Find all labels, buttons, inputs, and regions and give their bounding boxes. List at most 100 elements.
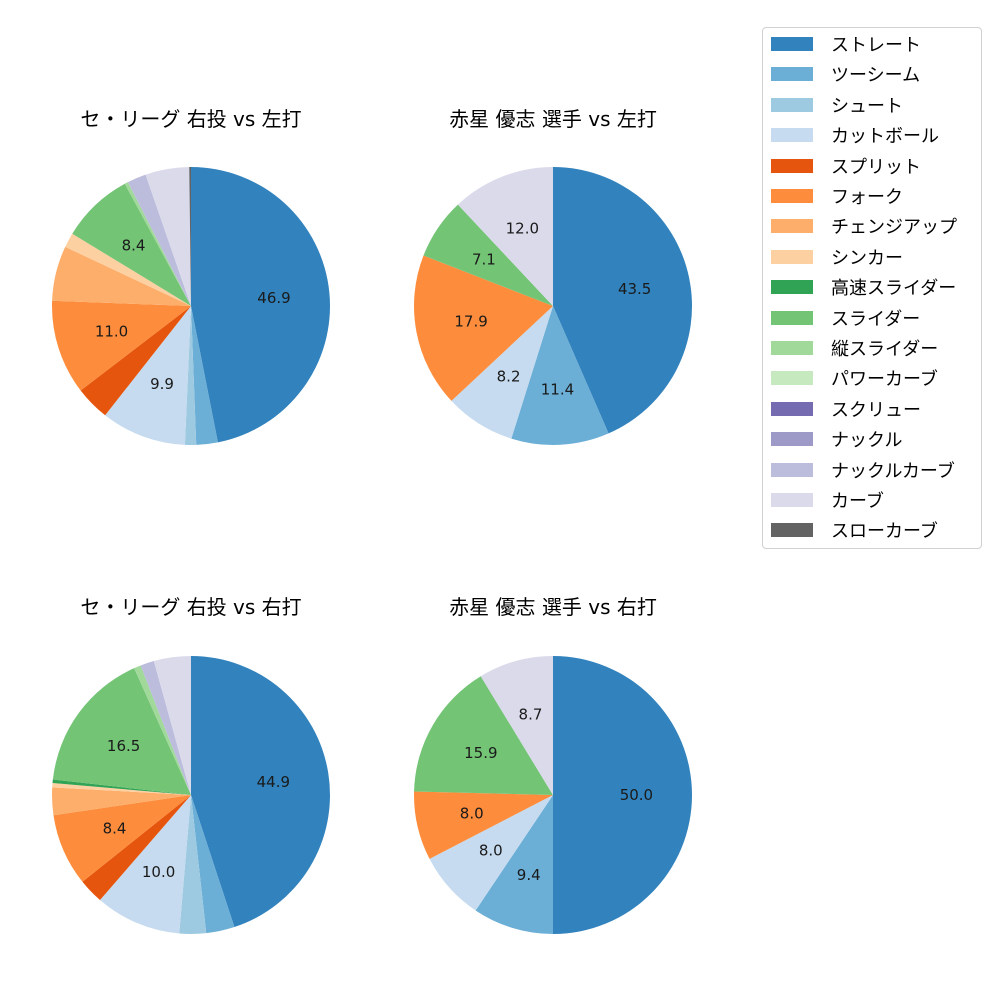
slice-label: 50.0 xyxy=(620,786,653,804)
pie-slice xyxy=(127,174,191,306)
pie-slice xyxy=(52,779,191,795)
legend-swatch-icon xyxy=(771,401,813,416)
pie-slice xyxy=(134,665,191,795)
pie-slice xyxy=(451,306,553,439)
pie-slice xyxy=(153,656,191,795)
pie-slice xyxy=(145,167,191,306)
pie-slice xyxy=(191,167,331,443)
pie-slice xyxy=(140,661,191,795)
pie-slice xyxy=(184,306,197,446)
legend-item: スクリュー xyxy=(771,399,921,421)
pie-slice xyxy=(82,795,191,901)
pie-slice xyxy=(51,300,191,391)
pie-slice xyxy=(191,795,235,934)
pie-slice xyxy=(52,246,192,306)
pie-slice xyxy=(511,306,609,445)
legend-item: シンカー xyxy=(771,247,903,269)
pie-slice xyxy=(65,233,191,306)
slice-label: 44.9 xyxy=(257,773,290,791)
pie-slice xyxy=(553,167,692,434)
legend-label: パワーカーブ xyxy=(831,369,938,391)
legend-swatch-icon xyxy=(771,280,813,295)
pie-slice xyxy=(99,795,191,934)
legend-label: チェンジアップ xyxy=(831,217,957,239)
legend-item: ナックル xyxy=(771,429,903,452)
legend-label: カーブ xyxy=(831,491,884,512)
legend-label: スプリット xyxy=(831,156,921,178)
slice-label: 16.5 xyxy=(107,737,140,755)
pie-slice xyxy=(52,782,192,795)
pie-slice xyxy=(191,656,330,928)
legend-swatch-icon xyxy=(771,371,813,386)
legend-item: ツーシーム xyxy=(771,64,920,86)
slice-label: 11.4 xyxy=(541,380,574,398)
pie-slice xyxy=(475,795,553,934)
pie-slice xyxy=(480,656,553,795)
slice-label: 43.5 xyxy=(618,280,651,298)
pie-slice xyxy=(414,255,553,401)
legend-item: パワーカーブ xyxy=(771,368,938,391)
legend-swatch-icon xyxy=(771,432,813,447)
chart-title: セ・リーグ 右投 vs 左打 xyxy=(80,107,302,131)
legend-label: フォーク xyxy=(831,187,903,208)
pie-slice xyxy=(124,182,191,306)
slice-label: 46.9 xyxy=(257,289,290,307)
slice-label: 7.1 xyxy=(472,250,496,268)
legend-item: 高速スライダー xyxy=(771,277,957,300)
legend-label: ナックル xyxy=(831,430,903,452)
legend-label: シンカー xyxy=(831,247,903,269)
slice-label: 8.4 xyxy=(122,237,146,255)
pie-slice xyxy=(189,167,191,306)
chart-title: セ・リーグ 右投 vs 右打 xyxy=(80,595,302,619)
legend-item: 縦スライダー xyxy=(771,338,939,360)
legend-label: シュート xyxy=(831,95,903,117)
chart-title: 赤星 優志 選手 vs 左打 xyxy=(449,107,657,131)
legend-item: スローカーブ xyxy=(771,520,938,542)
legend-label: 高速スライダー xyxy=(831,278,957,300)
legend-item: カーブ xyxy=(771,490,884,512)
slice-label: 9.9 xyxy=(150,375,174,393)
pie-slice xyxy=(423,204,553,306)
legend-item: シュート xyxy=(771,95,903,117)
legend-label: スライダー xyxy=(831,308,921,330)
pie-slice xyxy=(553,656,692,934)
pie-slice xyxy=(179,795,207,935)
chart-title: 赤星 優志 選手 vs 右打 xyxy=(449,595,657,619)
slice-label: 8.0 xyxy=(460,805,484,823)
pie-slice xyxy=(53,795,192,882)
legend-item: スプリット xyxy=(771,156,921,178)
legend-swatch-icon xyxy=(771,67,813,82)
legend-item: チェンジアップ xyxy=(771,216,957,239)
slice-label: 9.4 xyxy=(517,866,541,884)
pie-slice xyxy=(80,306,191,416)
legend-swatch-icon xyxy=(771,341,813,355)
legend-swatch-icon xyxy=(771,310,813,325)
pie-slice xyxy=(52,787,191,816)
legend-label: ストレート xyxy=(831,35,921,56)
legend-item: ストレート xyxy=(771,34,921,56)
legend: ストレートツーシームシュートカットボールスプリットフォークチェンジアップ シンカー… xyxy=(762,27,982,549)
pie-slice xyxy=(414,676,553,795)
legend-swatch-icon xyxy=(771,462,813,477)
legend-swatch-icon xyxy=(771,128,813,143)
legend-label: 縦スライダー xyxy=(831,339,939,360)
slice-label: 10.0 xyxy=(142,863,175,881)
pie-slice xyxy=(457,167,553,306)
legend-swatch-icon xyxy=(771,493,813,507)
legend-swatch-icon xyxy=(771,189,813,203)
slice-label: 8.4 xyxy=(103,819,127,837)
legend-label: ナックルカーブ xyxy=(831,460,955,482)
legend-swatch-icon xyxy=(771,219,813,234)
legend-item: フォーク xyxy=(771,186,903,208)
legend-swatch-icon xyxy=(771,249,813,264)
legend-swatch-icon xyxy=(771,523,813,538)
slice-label: 15.9 xyxy=(464,744,497,762)
legend-item: カットボール xyxy=(771,125,939,147)
slice-label: 12.0 xyxy=(506,219,539,237)
pie-slice xyxy=(52,668,192,795)
legend-label: スクリュー xyxy=(831,399,921,421)
